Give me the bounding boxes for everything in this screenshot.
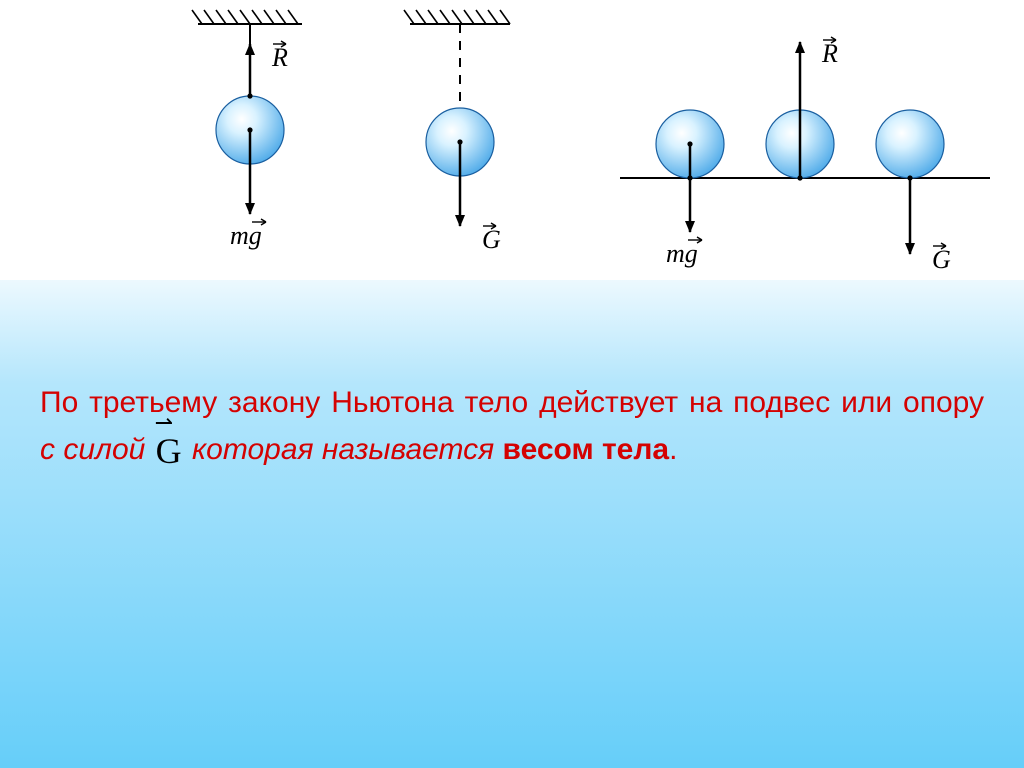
svg-text:mg: mg — [230, 221, 262, 250]
physics-diagram: RmgGmgRG — [0, 0, 1024, 280]
g-vector-symbol: ⇀G — [154, 433, 184, 469]
diagram-area: RmgGmgRG — [0, 0, 1024, 280]
slide-root: RmgGmgRG По третьему закону Ньютона тело… — [0, 0, 1024, 768]
text-part-1: По третьему закону Ньютона тело действуе… — [40, 386, 984, 419]
svg-text:R: R — [821, 39, 838, 68]
text-part-3: которая называется — [184, 433, 503, 466]
svg-text:R: R — [271, 43, 288, 72]
text-part-2: с силой — [40, 433, 154, 466]
svg-text:mg: mg — [666, 239, 698, 268]
text-part-5: . — [669, 433, 677, 466]
body-text: По третьему закону Ньютона тело действуе… — [40, 380, 984, 473]
text-part-4: весом тела — [503, 433, 670, 466]
